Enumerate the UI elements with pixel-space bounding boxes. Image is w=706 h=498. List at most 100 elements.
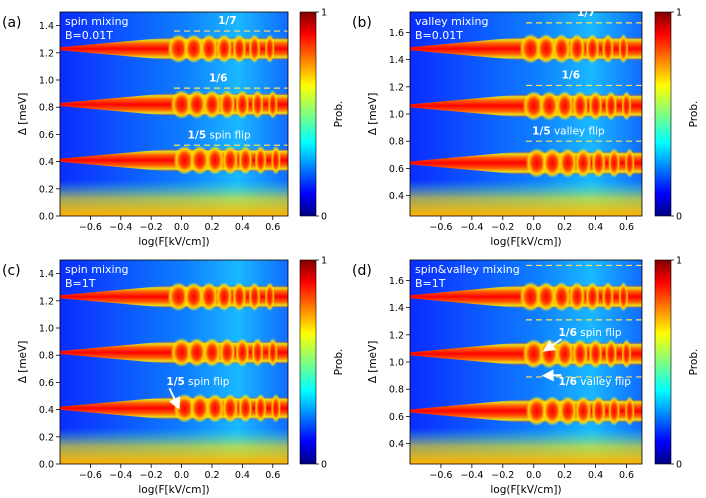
heatmap <box>410 12 642 216</box>
heatmap-bottom-glow <box>410 428 642 464</box>
heatmap <box>410 260 642 464</box>
x-tick-label: −0.6 <box>79 470 102 481</box>
annotation: 1/5 spin flip <box>166 376 229 388</box>
annotation: 1/6 <box>209 72 227 84</box>
resonance-lobe <box>601 33 614 64</box>
resonance-lobe <box>591 148 606 178</box>
resonance-lobe <box>251 337 264 367</box>
resonance-lobe <box>605 90 618 121</box>
inset-label: B=1T <box>415 277 446 290</box>
x-tick-label: 0.2 <box>204 470 219 481</box>
x-axis-label: log(F[kV/cm]) <box>138 484 209 496</box>
resonance-lobe <box>222 145 239 175</box>
resonance-lobe <box>270 145 281 175</box>
heatmap <box>60 260 288 464</box>
y-tick-label: 0.4 <box>389 439 404 450</box>
annotation: 1/6 valley flip <box>558 376 631 388</box>
resonance-lobe <box>608 148 621 178</box>
resonance-lobe <box>203 337 221 367</box>
resonance-lobe <box>235 337 250 367</box>
panel-label: (b) <box>352 15 372 31</box>
colorbar-tick-label: 1 <box>321 8 327 19</box>
resonance-lobe <box>167 282 190 312</box>
resonance-lobe <box>522 338 545 369</box>
resonance-lobe <box>552 33 571 64</box>
resonance-lobe <box>254 393 267 423</box>
panel-c: −0.6 −0.4 −0.2 0.0 0.2 0.4 0.6 0.0 0.2 0.4 0.6 0.8 1… <box>2 256 345 497</box>
resonance-lobe <box>624 148 635 178</box>
x-tick-label: −0.6 <box>429 470 452 481</box>
resonance-lobe <box>519 281 542 312</box>
inset-label: spin&valley mixing <box>415 263 520 276</box>
resonance-lobe <box>624 396 635 426</box>
y-axis-label: Δ [meV] <box>17 93 29 136</box>
x-tick-label: 0.4 <box>235 222 250 233</box>
resonance-lobe <box>585 33 600 64</box>
y-tick-label: 1.4 <box>39 21 54 32</box>
resonance-lobe <box>552 281 571 312</box>
y-tick-label: 1.4 <box>389 303 404 314</box>
annotation: 1/7 <box>577 7 595 19</box>
colorbar-tick-label: 0 <box>676 460 682 471</box>
resonance-lobe <box>251 89 264 119</box>
y-tick-label: 0.2 <box>39 184 54 195</box>
resonance-lobe <box>170 89 193 119</box>
annotation: 1/7 <box>218 15 236 27</box>
heatmap-bottom-glow <box>60 180 288 216</box>
y-tick-label: 0.8 <box>389 137 404 148</box>
inset-label: B=0.01T <box>65 29 113 42</box>
y-tick-label: 1.2 <box>389 82 404 93</box>
resonance-lobe <box>232 282 247 312</box>
resonance-lobe <box>199 34 218 64</box>
colorbar <box>299 11 317 217</box>
y-tick-label: 0.6 <box>39 130 54 141</box>
y-tick-label: 0.2 <box>39 432 54 443</box>
resonance-lobe <box>591 396 606 426</box>
y-tick-label: 1.6 <box>389 28 404 39</box>
resonance-lobe <box>167 34 190 64</box>
resonance-lobe <box>621 338 632 369</box>
annotation: 1/6 <box>562 70 580 82</box>
x-tick-label: −0.6 <box>79 222 102 233</box>
resonance-lobe <box>575 396 592 426</box>
y-tick-label: 0.4 <box>39 157 54 168</box>
resonance-lobe <box>267 89 278 119</box>
x-tick-label: −0.4 <box>109 222 132 233</box>
resonance-lobe <box>183 282 204 312</box>
resonance-lobe <box>216 282 233 312</box>
inset-label: B=0.01T <box>415 29 463 42</box>
resonance-lobe <box>206 145 225 175</box>
resonance-lobe <box>525 396 548 426</box>
colorbar <box>654 259 672 465</box>
resonance-lobe <box>270 393 281 423</box>
resonance-lobe <box>575 148 592 178</box>
resonance-lobe <box>558 396 577 426</box>
x-tick-label: 0.0 <box>174 470 189 481</box>
inset-label: valley mixing <box>415 15 488 28</box>
resonance-lobe <box>519 33 542 64</box>
x-axis-label: log(F[kV/cm]) <box>490 484 561 496</box>
resonance-lobe <box>536 281 557 312</box>
x-tick-label: −0.4 <box>109 470 132 481</box>
x-tick-label: −0.6 <box>429 222 452 233</box>
y-tick-label: 1.0 <box>39 324 54 335</box>
y-tick-label: 0.8 <box>39 103 54 114</box>
y-tick-label: 1.2 <box>389 330 404 341</box>
x-tick-label: −0.4 <box>460 222 483 233</box>
x-tick-label: −0.2 <box>491 222 514 233</box>
x-tick-label: −0.4 <box>460 470 483 481</box>
resonance-lobe <box>219 89 236 119</box>
x-tick-label: 0.4 <box>235 470 250 481</box>
inset-label: B=1T <box>65 277 96 290</box>
colorbar <box>299 259 317 465</box>
resonance-lobe <box>267 337 278 367</box>
x-tick-label: 0.2 <box>204 222 219 233</box>
y-axis-label: Δ [meV] <box>367 93 379 136</box>
y-tick-label: 1.2 <box>39 296 54 307</box>
plot-frame <box>59 259 289 465</box>
resonance-lobe <box>542 396 563 426</box>
y-tick-label: 0.0 <box>39 212 54 223</box>
resonance-lobe <box>558 148 577 178</box>
resonance-lobe <box>189 393 210 423</box>
